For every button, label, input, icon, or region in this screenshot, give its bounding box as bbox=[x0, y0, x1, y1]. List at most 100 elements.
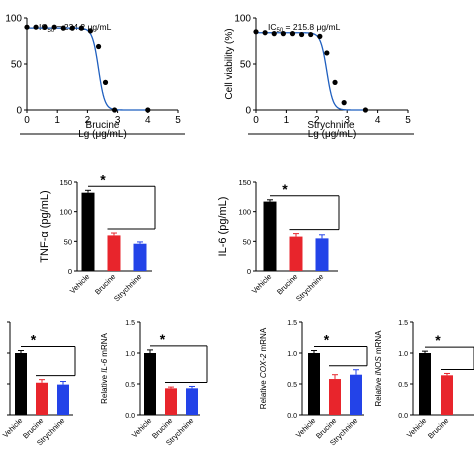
data-point bbox=[271, 31, 277, 37]
y-tick-label: 0.0 bbox=[125, 413, 135, 420]
bar bbox=[315, 238, 329, 271]
y-tick-label: 50 bbox=[240, 60, 252, 71]
fit-curve bbox=[256, 32, 366, 111]
y-tick-label: 1.0 bbox=[125, 351, 135, 358]
x-tick-label: 2 bbox=[85, 115, 91, 126]
x-tick-label: 4 bbox=[145, 115, 151, 126]
y-axis-label: Relative COX-2 mRNA bbox=[259, 327, 268, 409]
bar bbox=[144, 353, 156, 415]
significance-star: * bbox=[100, 171, 106, 187]
significance-star: * bbox=[160, 331, 166, 347]
y-tick-label: 0.5 bbox=[398, 382, 408, 389]
y-tick-label: 1.5 bbox=[398, 320, 408, 327]
y-tick-label: 50 bbox=[243, 237, 251, 246]
data-point bbox=[262, 30, 268, 36]
data-point bbox=[324, 50, 330, 56]
y-tick-label: 1.5 bbox=[287, 320, 297, 327]
y-tick-label: 1.0 bbox=[287, 351, 297, 358]
y-tick-label: 0.5 bbox=[287, 382, 297, 389]
bar bbox=[289, 236, 303, 271]
data-point bbox=[51, 24, 57, 30]
y-axis-label: IL-6 (pg/mL) bbox=[217, 197, 229, 257]
bar bbox=[81, 192, 95, 271]
fit-curve bbox=[27, 27, 148, 111]
x-tick-label: 0 bbox=[253, 115, 259, 126]
y-label-prefix: Relative bbox=[374, 375, 383, 406]
data-point bbox=[87, 28, 94, 34]
bar-panel-F: 0.00.51.01.5VehicleBrucineStrychnine*Rel… bbox=[100, 320, 208, 447]
data-point bbox=[24, 24, 30, 30]
y-axis-label: Cell viability (%) bbox=[224, 28, 235, 99]
data-point bbox=[42, 24, 48, 30]
y-axis-label: Relative IL-6 mRNA bbox=[100, 332, 109, 403]
y-tick-label: 0.0 bbox=[287, 413, 297, 420]
y-tick-label: 50 bbox=[11, 60, 23, 71]
data-point bbox=[362, 107, 369, 113]
data-point bbox=[33, 24, 39, 30]
y-tick-label: 100 bbox=[5, 14, 22, 25]
significance-star: * bbox=[324, 332, 330, 348]
category-label: Brucine bbox=[93, 272, 117, 296]
y-tick-label: 0 bbox=[68, 267, 72, 276]
y-axis-label: TNF-α (pg/mL) bbox=[39, 190, 51, 262]
bar bbox=[165, 388, 177, 415]
category-label: Brucine bbox=[275, 272, 299, 296]
x-tick-label: 1 bbox=[54, 115, 60, 126]
x-tick-label: 5 bbox=[175, 115, 181, 126]
ic50-label: IC bbox=[268, 22, 277, 32]
y-tick-label: 0.5 bbox=[125, 382, 135, 389]
category-label: Strychnine bbox=[112, 272, 143, 303]
data-point bbox=[289, 31, 296, 37]
y-label-gene: iNOS bbox=[374, 356, 383, 376]
y-tick-label: 0 bbox=[245, 106, 251, 117]
x-tick-label: 4 bbox=[375, 115, 381, 126]
y-tick-label: 0 bbox=[247, 267, 251, 276]
bar bbox=[36, 382, 48, 415]
category-label: Vehicle bbox=[250, 272, 273, 295]
category-label: Vehicle bbox=[1, 416, 24, 439]
data-point bbox=[341, 100, 347, 106]
y-tick-label: 0 bbox=[16, 106, 22, 117]
x-tick-label: 2 bbox=[314, 115, 320, 126]
data-point bbox=[95, 43, 102, 50]
data-point bbox=[111, 107, 118, 113]
y-tick-label: 1.0 bbox=[398, 351, 408, 358]
group-label: Brucine bbox=[86, 120, 120, 131]
data-point bbox=[102, 79, 109, 85]
bar bbox=[308, 353, 320, 415]
bar bbox=[350, 374, 362, 415]
y-label-suffix: mRNA bbox=[374, 330, 383, 356]
data-point bbox=[308, 31, 314, 38]
y-tick-label: 150 bbox=[59, 178, 72, 187]
y-tick-label: 150 bbox=[238, 178, 251, 187]
ic50-subscript: 50 bbox=[277, 28, 284, 34]
significance-star: * bbox=[282, 181, 288, 197]
y-tick-label: 100 bbox=[238, 208, 251, 217]
bar bbox=[329, 379, 341, 415]
data-point bbox=[78, 25, 84, 31]
y-axis-label: Relative iNOS mRNA bbox=[374, 330, 383, 407]
data-point bbox=[299, 31, 305, 38]
data-point bbox=[145, 107, 151, 113]
category-label: Vehicle bbox=[405, 416, 428, 439]
bar bbox=[107, 235, 121, 271]
bar bbox=[263, 201, 277, 271]
y-tick-label: 0.0 bbox=[398, 413, 408, 420]
y-label-gene: IL-6 bbox=[100, 358, 109, 372]
y-label-prefix: Relative bbox=[100, 373, 109, 404]
y-tick-label: 50 bbox=[64, 237, 72, 246]
category-label: Brucine bbox=[426, 416, 450, 440]
data-point bbox=[69, 25, 75, 31]
bar bbox=[15, 353, 27, 415]
category-label: Strychnine bbox=[294, 272, 325, 303]
y-label-prefix: Relative bbox=[259, 378, 268, 409]
data-point bbox=[317, 33, 323, 40]
bar bbox=[186, 388, 198, 415]
category-label: Vehicle bbox=[294, 416, 317, 439]
